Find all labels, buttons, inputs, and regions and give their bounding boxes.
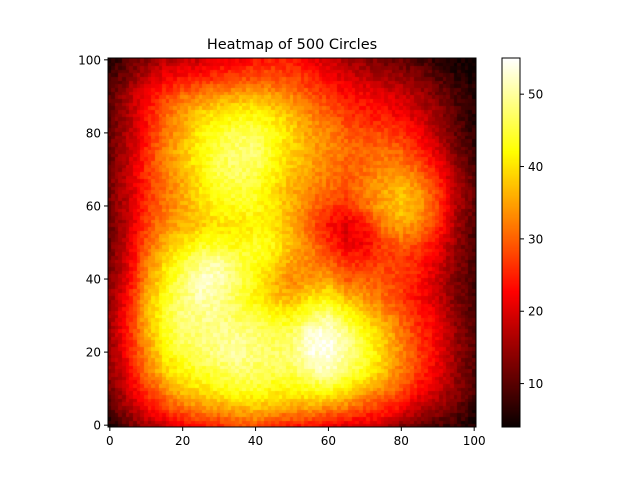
colorbar-tick-label: 20 [528,305,543,319]
x-tick-label: 40 [248,434,263,448]
colorbar-tick-label: 40 [528,160,543,174]
heatmap-cells [108,58,476,427]
x-tick-label: 0 [106,434,114,448]
y-tick-label: 80 [86,126,101,140]
colorbar-tick-label: 30 [528,232,543,246]
colorbar-tick-label: 10 [528,377,543,391]
heatmap-plot-area [108,58,476,427]
y-tick-label: 100 [78,53,101,67]
colorbar [502,58,520,427]
x-tick-label: 80 [394,434,409,448]
plot-frame [107,57,477,428]
x-tick-label: 20 [175,434,190,448]
colorbar-tick-label: 50 [528,88,543,102]
y-axis: 0 20 40 60 80 100 [78,53,108,433]
chart-title: Heatmap of 500 Circles [207,37,377,53]
y-tick-label: 60 [86,199,101,213]
colorbar-gradient [502,58,520,427]
x-tick-label: 100 [463,434,486,448]
y-tick-label: 0 [93,419,101,433]
x-tick-label: 60 [321,434,336,448]
x-axis: 0 20 40 60 80 100 [106,427,486,448]
colorbar-frame [501,57,521,428]
y-tick-label: 40 [86,273,101,287]
colorbar-axis: 10 20 30 40 50 [520,88,543,391]
y-tick-label: 20 [86,346,101,360]
